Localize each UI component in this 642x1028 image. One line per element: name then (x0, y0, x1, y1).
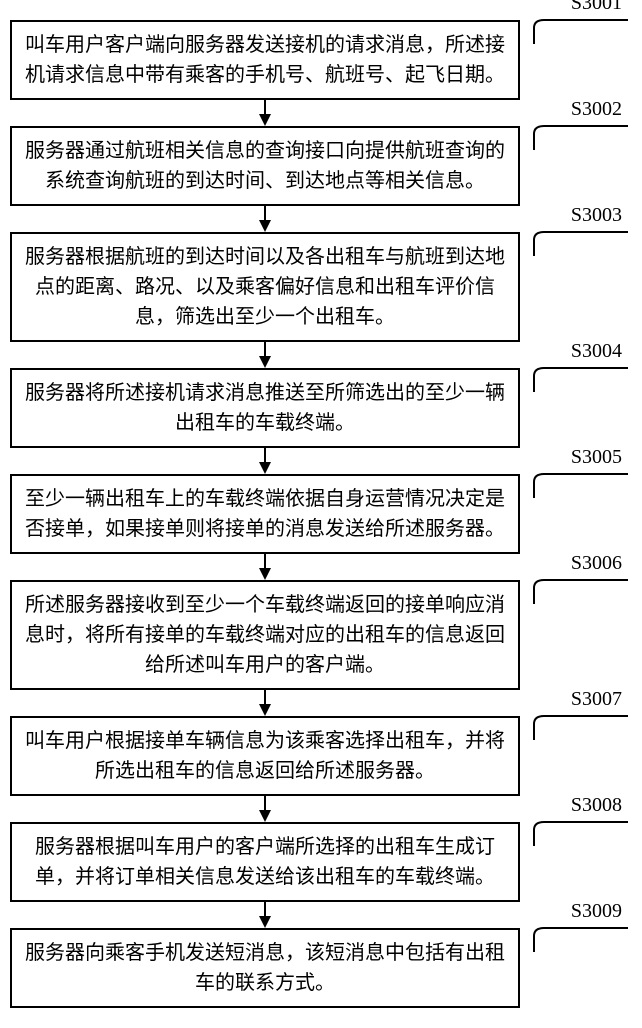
flow-step-box: 服务器根据叫车用户的客户端所选择的出租车生成订单，并将订单相关信息发送给该出租车… (10, 822, 520, 902)
flow-arrow-down (10, 448, 520, 474)
flow-step-box: 至少一辆出租车上的车载终端依据自身运营情况决定是否接单，如果接单则将接单的消息发… (10, 474, 520, 554)
flow-arrow-down (10, 554, 520, 580)
callout-bracket: S3007 (532, 710, 632, 740)
flow-step-id-label: S3006 (571, 552, 622, 575)
flow-arrow-down (10, 100, 520, 126)
flow-step-id-label: S3008 (571, 794, 622, 817)
flow-step-id-label: S3007 (571, 688, 622, 711)
callout-bracket: S3008 (532, 816, 632, 846)
callout-bracket: S3002 (532, 120, 632, 150)
flow-step: 叫车用户客户端向服务器发送接机的请求消息，所述接机请求信息中带有乘客的手机号、航… (10, 20, 632, 100)
flow-step-id-label: S3009 (571, 900, 622, 923)
flow-step-box: 服务器根据航班的到达时间以及各出租车与航班到达地点的距离、路况、以及乘客偏好信息… (10, 232, 520, 342)
flow-step-id-label: S3005 (571, 446, 622, 469)
flow-step-id-label: S3002 (571, 98, 622, 121)
flow-step: 服务器根据航班的到达时间以及各出租车与航班到达地点的距离、路况、以及乘客偏好信息… (10, 232, 632, 342)
flow-step: 叫车用户根据接单车辆信息为该乘客选择出租车，并将所选出租车的信息返回给所述服务器… (10, 716, 632, 796)
flow-step: 至少一辆出租车上的车载终端依据自身运营情况决定是否接单，如果接单则将接单的消息发… (10, 474, 632, 554)
flow-arrow-down (10, 342, 520, 368)
flow-step: 服务器根据叫车用户的客户端所选择的出租车生成订单，并将订单相关信息发送给该出租车… (10, 822, 632, 902)
flow-step-id-label: S3001 (571, 0, 622, 15)
callout-bracket: S3004 (532, 362, 632, 392)
callout-bracket: S3006 (532, 574, 632, 604)
flow-step-box: 服务器通过航班相关信息的查询接口向提供航班查询的系统查询航班的到达时间、到达地点… (10, 126, 520, 206)
callout-bracket: S3009 (532, 922, 632, 952)
flow-step-id-label: S3003 (571, 204, 622, 227)
flow-step: 所述服务器接收到至少一个车载终端返回的接单响应消息时，将所有接单的车载终端对应的… (10, 580, 632, 690)
callout-bracket: S3005 (532, 468, 632, 498)
flow-step-box: 叫车用户客户端向服务器发送接机的请求消息，所述接机请求信息中带有乘客的手机号、航… (10, 20, 520, 100)
flow-step-id-label: S3004 (571, 340, 622, 363)
flow-step-box: 叫车用户根据接单车辆信息为该乘客选择出租车，并将所选出租车的信息返回给所述服务器… (10, 716, 520, 796)
flow-step: 服务器向乘客手机发送短消息，该短消息中包括有出租车的联系方式。S3009 (10, 928, 632, 1008)
flow-arrow-down (10, 796, 520, 822)
flow-arrow-down (10, 206, 520, 232)
flow-arrow-down (10, 690, 520, 716)
flow-arrow-down (10, 902, 520, 928)
flow-step: 服务器通过航班相关信息的查询接口向提供航班查询的系统查询航班的到达时间、到达地点… (10, 126, 632, 206)
callout-bracket: S3003 (532, 226, 632, 256)
flow-step-box: 服务器向乘客手机发送短消息，该短消息中包括有出租车的联系方式。 (10, 928, 520, 1008)
flow-step-box: 服务器将所述接机请求消息推送至所筛选出的至少一辆出租车的车载终端。 (10, 368, 520, 448)
flowchart-container: 叫车用户客户端向服务器发送接机的请求消息，所述接机请求信息中带有乘客的手机号、航… (10, 20, 632, 1008)
flow-step-box: 所述服务器接收到至少一个车载终端返回的接单响应消息时，将所有接单的车载终端对应的… (10, 580, 520, 690)
callout-bracket: S3001 (532, 14, 632, 44)
flow-step: 服务器将所述接机请求消息推送至所筛选出的至少一辆出租车的车载终端。S3004 (10, 368, 632, 448)
